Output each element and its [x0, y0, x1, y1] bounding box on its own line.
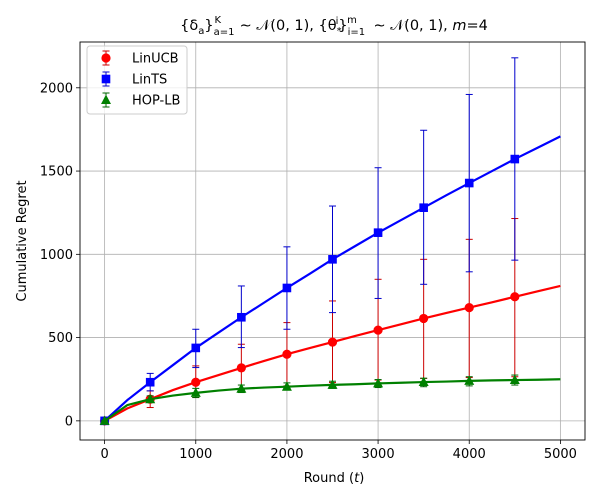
marker-linucb-2 — [191, 377, 201, 387]
y-tick-label-3: 1500 — [40, 165, 73, 180]
chart-title: {δa}a=1K ∼ 𝒩(0, 1), {θ*i}i=1m ∼ 𝒩(0, 1),… — [180, 15, 488, 38]
marker-hop-lb-5 — [327, 379, 338, 389]
y-tick-label-4: 2000 — [40, 81, 73, 96]
series-layer — [99, 57, 561, 426]
marker-lints-6 — [373, 228, 383, 237]
marker-linucb-4 — [282, 349, 292, 359]
marker-lints-9 — [510, 154, 520, 164]
marker-linucb-5 — [327, 337, 338, 347]
x-tick-label-4: 4000 — [453, 447, 486, 462]
y-tick-label-1: 500 — [48, 331, 73, 346]
marker-lints-2 — [191, 343, 201, 353]
y-axis-label: Cumulative Regret — [15, 180, 30, 301]
marker-hop-lb-0 — [99, 415, 110, 425]
x-tick-label-3: 3000 — [362, 447, 395, 462]
marker-linucb-3 — [236, 363, 246, 373]
marker-linucb-9 — [510, 292, 520, 302]
marker-hop-lb-4 — [281, 381, 292, 391]
marker-hop-lb-8 — [464, 375, 475, 385]
legend: LinUCB LinTS HOP-LB — [86, 45, 188, 115]
legend-entry-hop-lb: HOP-LB — [101, 92, 180, 109]
x-tick-label-2: 2000 — [270, 447, 303, 462]
marker-hop-lb-2 — [190, 387, 201, 397]
legend-entry-linucb: LinUCB — [101, 50, 179, 67]
x-tick-label-0: 0 — [100, 447, 108, 462]
marker-hop-lb-3 — [236, 383, 247, 393]
marker-hop-lb-9 — [509, 374, 520, 385]
series-hop-lb — [99, 374, 561, 425]
marker-linucb-7 — [419, 313, 429, 324]
x-axis-label: Round (t) — [304, 471, 365, 486]
legend-label-hop-lb: HOP-LB — [132, 94, 180, 109]
marker-lints-8 — [464, 178, 474, 188]
legend-entry-lints: LinTS — [101, 71, 167, 88]
marker-lints-4 — [282, 283, 292, 293]
marker-hop-lb-1 — [145, 393, 156, 404]
y-tick-label-2: 1000 — [40, 248, 73, 263]
legend-label-linucb: LinUCB — [132, 52, 179, 67]
legend-box — [86, 45, 188, 115]
ticks: 0 1000 2000 3000 4000 5000 0 500 1000 1500 2000 — [40, 81, 577, 462]
marker-lints-5 — [328, 255, 337, 264]
marker-hop-lb-6 — [373, 377, 384, 388]
plot-frame — [79, 41, 586, 441]
legend-marker-lints — [101, 74, 111, 84]
legend-label-lints: LinTS — [132, 73, 167, 88]
marker-lints-3 — [237, 312, 246, 322]
marker-hop-lb-7 — [418, 376, 429, 387]
legend-marker-linucb — [101, 53, 111, 63]
marker-lints-7 — [419, 203, 428, 212]
marker-linucb-6 — [373, 325, 383, 335]
marker-linucb-8 — [464, 303, 474, 313]
x-tick-label-5: 5000 — [544, 447, 577, 462]
x-tick-label-1: 1000 — [179, 447, 212, 462]
y-tick-label-0: 0 — [65, 414, 73, 429]
legend-marker-hop-lb — [101, 94, 111, 104]
marker-lints-1 — [145, 377, 155, 387]
